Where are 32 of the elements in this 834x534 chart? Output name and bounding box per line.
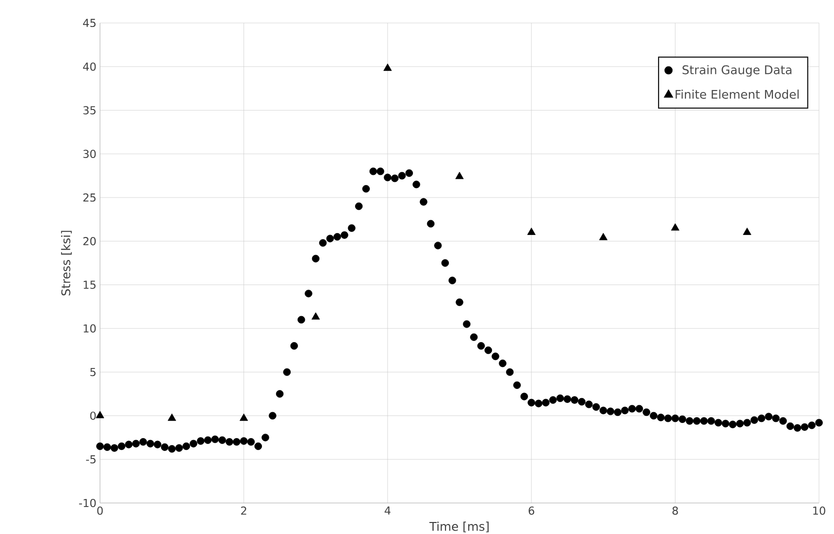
y-tick-label: 25 [83,193,96,202]
y-tick-label: 0 [90,412,96,420]
x-tick-label: 6 [528,506,534,515]
point [96,410,104,418]
y-tick-label: 40 [83,62,96,71]
point [168,414,176,421]
x-tick-label: 2 [241,506,246,515]
y-tick-label: 10 [84,324,96,333]
y-tick-label: 15 [84,280,96,289]
legend-label: Strain Gauge Data [682,65,792,77]
point [383,64,392,71]
x-tick-label: 0 [97,506,103,515]
y-tick-label: 30 [83,150,96,158]
point [240,414,248,421]
point [312,312,320,320]
point [671,223,680,231]
y-tick-label: 35 [83,106,96,114]
point [599,232,608,240]
y-tick-label: -5 [86,455,96,464]
point [527,228,536,235]
point [455,172,464,180]
x-tick-label: 8 [672,506,678,515]
x-tick-label: 4 [384,506,390,514]
y-axis-title: Stress [ksi] [61,230,72,296]
x-axis-title: Time [ms] [429,522,489,532]
x-tick-label: 10 [813,506,826,515]
y-tick-label: -10 [79,498,96,508]
legend-label: Finite Element Model [676,90,799,99]
point [742,228,752,235]
y-tick-label: 5 [90,368,96,376]
y-tick-label: 20 [83,237,96,246]
y-tick-label: 45 [83,18,96,28]
